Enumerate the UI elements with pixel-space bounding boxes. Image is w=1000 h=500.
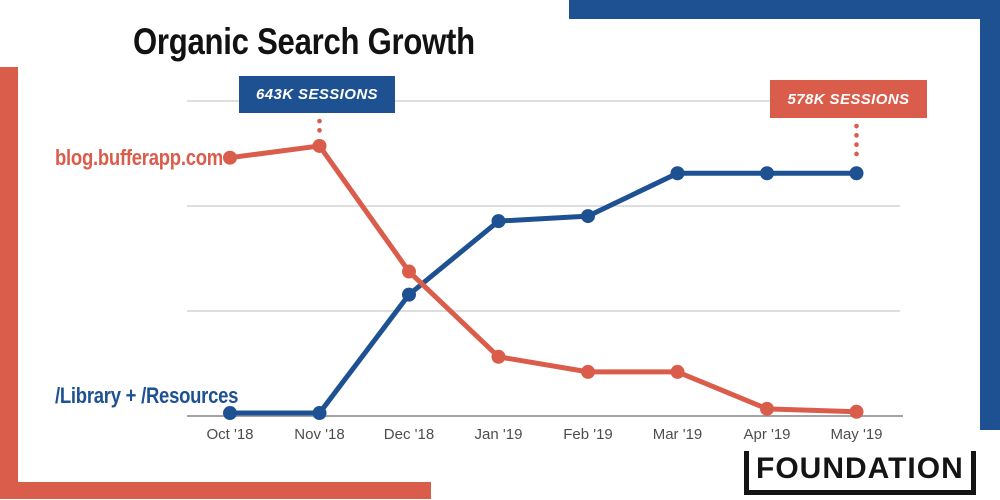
accent-bar-bottom-left bbox=[0, 482, 431, 499]
data-point bbox=[849, 404, 864, 419]
data-point bbox=[312, 406, 327, 421]
data-point bbox=[760, 166, 774, 181]
callout-578k-sessions: 578K SESSIONS bbox=[770, 80, 927, 118]
callout-643k-label: 643K SESSIONS bbox=[256, 86, 378, 103]
data-point bbox=[402, 287, 416, 302]
data-point bbox=[581, 364, 595, 379]
accent-bar-top-right bbox=[569, 0, 1000, 19]
callout-643k-sessions: 643K SESSIONS bbox=[239, 76, 395, 113]
x-axis-label: Nov '18 bbox=[294, 426, 345, 443]
x-axis-label: Oct '18 bbox=[206, 426, 254, 443]
accent-bar-right bbox=[980, 19, 1000, 430]
x-axis-label: Jan '19 bbox=[474, 426, 523, 443]
data-point bbox=[581, 209, 595, 224]
x-axis-label: Feb '19 bbox=[563, 426, 613, 443]
x-axis-label: May '19 bbox=[830, 426, 883, 443]
accent-bar-left bbox=[0, 67, 18, 499]
data-point bbox=[760, 401, 774, 416]
data-point bbox=[670, 166, 685, 181]
data-point bbox=[670, 364, 685, 379]
foundation-logo-text: FOUNDATION bbox=[756, 452, 964, 485]
series-label-blog-bufferapp: blog.bufferapp.com bbox=[55, 145, 223, 170]
data-point bbox=[223, 406, 237, 421]
x-axis-label: Apr '19 bbox=[743, 426, 791, 443]
series-label-library-resources: /Library + /Resources bbox=[55, 383, 239, 408]
data-point bbox=[402, 264, 416, 279]
data-point bbox=[849, 166, 864, 181]
data-point bbox=[223, 150, 237, 165]
x-axis-label: Mar '19 bbox=[652, 426, 703, 443]
series-line-library-resources bbox=[227, 170, 859, 416]
data-point bbox=[491, 214, 506, 229]
callout-578k-label: 578K SESSIONS bbox=[787, 90, 910, 108]
data-point bbox=[491, 349, 506, 364]
foundation-logo: FOUNDATION bbox=[744, 451, 976, 495]
page-title: Organic Search Growth bbox=[133, 21, 475, 62]
x-axis-label: Dec '18 bbox=[383, 426, 435, 443]
data-point bbox=[312, 138, 327, 153]
series-line-blog-bufferapp bbox=[227, 143, 859, 415]
